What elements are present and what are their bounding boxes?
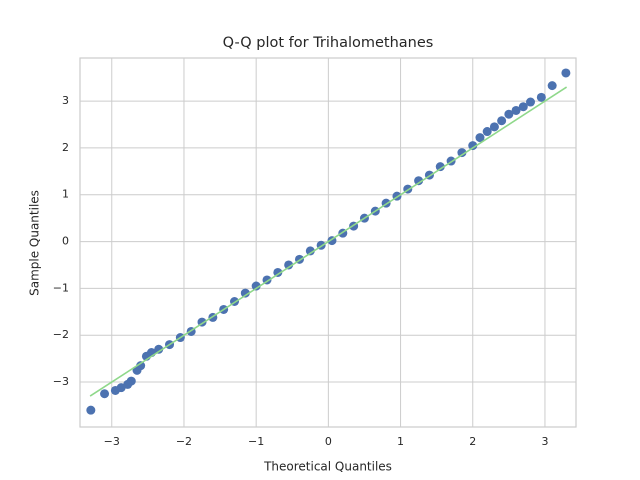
- data-point: [475, 133, 485, 143]
- x-tick-label: −2: [176, 435, 192, 448]
- x-tick-label: 0: [325, 435, 332, 448]
- data-point: [504, 109, 514, 119]
- y-tick-label: −2: [53, 328, 69, 341]
- data-point: [497, 116, 507, 126]
- x-tick-label: −3: [104, 435, 120, 448]
- data-point: [100, 389, 110, 399]
- data-point: [561, 68, 571, 78]
- data-point: [414, 176, 424, 186]
- data-point: [457, 148, 467, 158]
- plot-frame: [79, 57, 577, 428]
- data-point: [305, 246, 315, 256]
- data-point: [86, 405, 96, 415]
- y-tick-label: 2: [62, 141, 69, 154]
- data-point: [526, 97, 536, 107]
- data-point: [435, 162, 445, 172]
- x-tick-label: 1: [397, 435, 404, 448]
- data-point: [511, 105, 521, 115]
- data-point: [284, 260, 294, 270]
- x-tick-label: −1: [248, 435, 264, 448]
- x-tick-label: 2: [469, 435, 476, 448]
- data-point: [136, 361, 146, 371]
- data-point: [547, 81, 557, 91]
- data-point: [518, 102, 528, 112]
- reference-line: [89, 86, 568, 397]
- data-point: [154, 344, 164, 354]
- data-point: [240, 288, 250, 298]
- y-tick-label: −1: [53, 281, 69, 294]
- data-point: [482, 127, 492, 137]
- data-point: [273, 267, 283, 277]
- x-tick-label: 3: [541, 435, 548, 448]
- y-tick-label: 0: [62, 235, 69, 248]
- chart-title: Q-Q plot for Trihalomethanes: [223, 35, 434, 51]
- y-axis-label: Sample Quantiles: [28, 190, 42, 296]
- x-axis-label: Theoretical Quantiles: [263, 460, 392, 474]
- y-tick-label: 3: [62, 94, 69, 107]
- y-tick-label: −3: [53, 375, 69, 388]
- data-point: [251, 281, 261, 291]
- data-point: [126, 376, 136, 386]
- data-point: [489, 122, 499, 132]
- data-point: [536, 92, 546, 102]
- y-tick-label: 1: [62, 188, 69, 201]
- data-point: [468, 141, 478, 151]
